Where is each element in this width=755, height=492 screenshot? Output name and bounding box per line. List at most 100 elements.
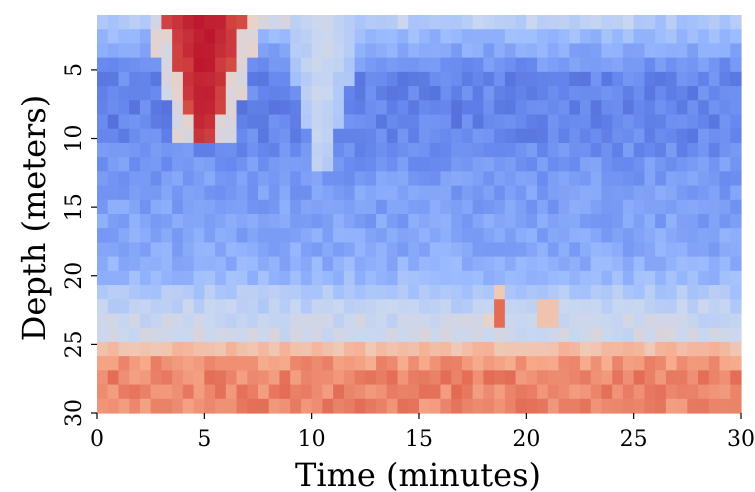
heatmap-cell bbox=[268, 228, 281, 244]
heatmap-cell bbox=[687, 285, 699, 300]
heatmap-cell bbox=[633, 242, 645, 258]
heatmap-cell bbox=[258, 57, 270, 73]
heatmap-cell bbox=[590, 142, 603, 158]
heatmap-cell bbox=[708, 29, 721, 45]
heatmap-cell bbox=[429, 327, 442, 343]
heatmap-cell bbox=[440, 299, 452, 315]
heatmap-cell bbox=[172, 285, 184, 300]
heatmap-cell bbox=[633, 341, 645, 357]
heatmap-cell bbox=[622, 185, 635, 201]
heatmap-cell bbox=[161, 185, 173, 201]
heatmap-cell bbox=[569, 100, 581, 116]
heatmap-cell bbox=[247, 214, 259, 229]
heatmap-cell bbox=[622, 341, 635, 357]
heatmap-cell bbox=[258, 299, 270, 315]
heatmap-cell bbox=[236, 157, 248, 172]
heatmap-cell bbox=[580, 86, 592, 101]
heatmap-cell bbox=[322, 142, 334, 158]
heatmap-cell bbox=[215, 157, 227, 172]
heatmap-cell bbox=[376, 57, 388, 73]
heatmap-cell bbox=[139, 270, 152, 286]
heatmap-cell bbox=[107, 57, 120, 73]
heatmap-cell bbox=[193, 15, 205, 30]
heatmap-cell bbox=[258, 214, 270, 229]
heatmap-cell bbox=[515, 299, 527, 315]
heatmap-cell bbox=[515, 285, 527, 300]
heatmap-cell bbox=[633, 86, 645, 101]
heatmap-cell bbox=[537, 199, 549, 215]
heatmap-cell bbox=[225, 299, 238, 315]
heatmap-cell bbox=[719, 157, 731, 172]
heatmap-cell bbox=[376, 327, 388, 343]
heatmap-cell bbox=[322, 384, 334, 400]
heatmap-cell bbox=[655, 242, 667, 258]
heatmap-cell bbox=[193, 114, 205, 130]
heatmap-cell bbox=[569, 185, 581, 201]
heatmap-cell bbox=[451, 270, 463, 286]
heatmap-cell bbox=[408, 142, 420, 158]
heatmap-cell bbox=[590, 214, 603, 229]
heatmap-cell bbox=[343, 171, 356, 187]
heatmap-cell bbox=[461, 171, 474, 187]
heatmap-cell bbox=[139, 256, 152, 272]
heatmap-cell bbox=[258, 43, 270, 59]
heatmap-cell bbox=[515, 356, 527, 371]
heatmap-cell bbox=[182, 57, 195, 73]
heatmap-cell bbox=[268, 128, 281, 144]
heatmap-cell bbox=[386, 29, 399, 45]
heatmap-cell bbox=[118, 114, 130, 130]
heatmap-cell bbox=[558, 57, 570, 73]
heatmap-cell bbox=[601, 384, 613, 400]
heatmap-cell bbox=[161, 100, 173, 116]
heatmap-cell bbox=[676, 398, 688, 414]
heatmap-cell bbox=[97, 228, 109, 244]
heatmap-cell bbox=[569, 171, 581, 187]
heatmap-cell bbox=[494, 285, 506, 300]
heatmap-cell bbox=[182, 299, 195, 315]
heatmap-cell bbox=[107, 86, 120, 101]
heatmap-cell bbox=[526, 242, 538, 258]
heatmap-cell bbox=[365, 71, 377, 87]
heatmap-cell bbox=[279, 29, 291, 45]
heatmap-cell bbox=[730, 100, 742, 116]
heatmap-cell bbox=[655, 356, 667, 371]
heatmap-cell bbox=[655, 228, 667, 244]
heatmap-cell bbox=[139, 15, 152, 30]
heatmap-cell bbox=[580, 313, 592, 329]
heatmap-cell bbox=[204, 299, 216, 315]
heatmap-cell bbox=[139, 185, 152, 201]
heatmap-cell bbox=[97, 270, 109, 286]
heatmap-cell bbox=[300, 15, 313, 30]
heatmap-cell bbox=[150, 142, 162, 158]
heatmap-cell bbox=[687, 370, 699, 386]
heatmap-cell bbox=[665, 214, 678, 229]
heatmap-cell bbox=[225, 128, 238, 144]
heatmap-cell bbox=[215, 57, 227, 73]
heatmap-cell bbox=[451, 214, 463, 229]
heatmap-cell bbox=[429, 57, 442, 73]
heatmap-cell bbox=[279, 242, 291, 258]
heatmap-cell bbox=[118, 171, 130, 187]
heatmap-cell bbox=[150, 398, 162, 414]
heatmap-cell bbox=[451, 370, 463, 386]
heatmap-cell bbox=[290, 15, 302, 30]
heatmap-cell bbox=[547, 185, 560, 201]
heatmap-cell bbox=[386, 128, 399, 144]
heatmap-cell bbox=[376, 128, 388, 144]
heatmap-cell bbox=[215, 43, 227, 59]
heatmap-cell bbox=[665, 384, 678, 400]
heatmap-cell bbox=[172, 114, 184, 130]
heatmap-cell bbox=[290, 242, 302, 258]
heatmap-cell bbox=[687, 199, 699, 215]
heatmap-cell bbox=[665, 327, 678, 343]
heatmap-cell bbox=[408, 341, 420, 357]
heatmap-cell bbox=[730, 157, 742, 172]
heatmap-cell bbox=[590, 313, 603, 329]
heatmap-cell bbox=[215, 228, 227, 244]
heatmap-cell bbox=[300, 370, 313, 386]
heatmap-cell bbox=[408, 242, 420, 258]
heatmap-cell bbox=[558, 228, 570, 244]
heatmap-cell bbox=[569, 242, 581, 258]
heatmap-cell bbox=[225, 100, 238, 116]
heatmap-cell bbox=[236, 114, 248, 130]
